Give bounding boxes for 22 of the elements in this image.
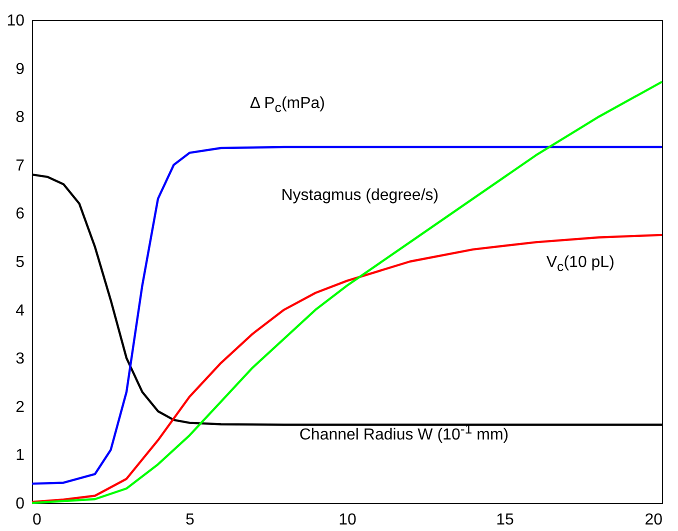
line-series [30,146,664,485]
y-tick-label: 3 [16,350,25,368]
series-label: V$_{c}$(10 pL) [546,254,614,274]
y-tick-label: 1 [16,447,25,464]
x-tick-label: 20 [644,512,663,528]
y-tick-label: 2 [16,398,25,416]
y-tick-label: 6 [16,206,25,223]
y-tick-label: 9 [16,60,25,78]
x-tick-label: 5 [186,512,195,528]
y-tick-label: 8 [16,109,25,126]
y-tick-label: 5 [16,254,25,271]
series-label: Nystagmus (degree/s) [281,187,439,206]
y-tick-label: 7 [16,157,25,174]
x-tick-label: 10 [338,512,356,528]
text: Δ P$_{c}$(mPa) [250,94,326,115]
y-tick-label: 0 [16,496,25,512]
x-tick-label: 15 [496,512,514,528]
y-tick-label: 10 [6,12,25,30]
line-series [30,80,664,504]
x-tick-label: 0 [32,512,42,528]
y-tick-label: 4 [16,302,25,320]
line-series [30,234,664,504]
